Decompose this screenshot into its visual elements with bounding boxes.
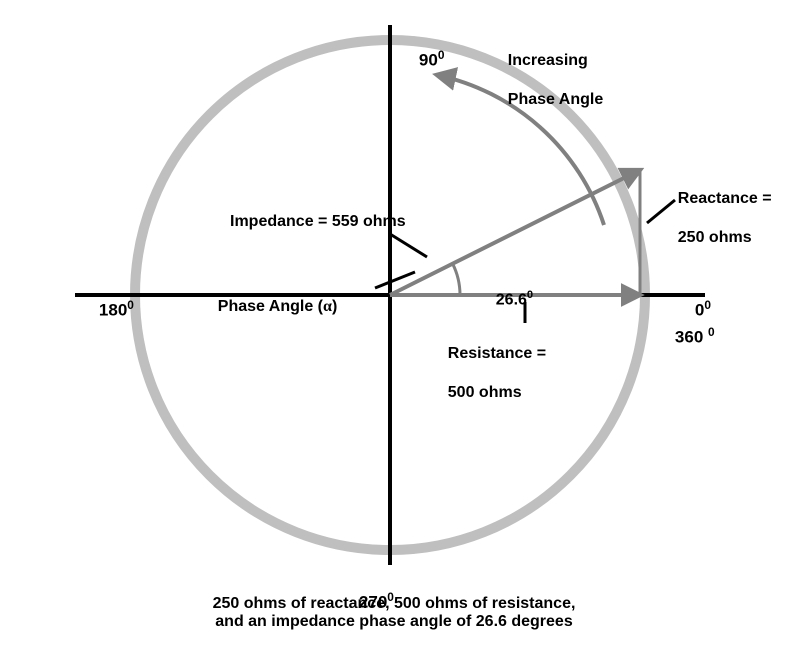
reactance-line2: 250 ohms [678, 229, 752, 246]
axis-label-180-sup: 0 [127, 298, 134, 312]
angle-value-label: 26.60 [478, 270, 533, 329]
increasing-line1: Increasing [508, 52, 588, 69]
axis-label-90-sup: 0 [438, 48, 445, 62]
axis-label-90: 900 [400, 28, 444, 92]
increasing-label: Increasing Phase Angle [490, 32, 603, 128]
alpha-symbol: α [323, 298, 332, 315]
resistance-label: Resistance = 500 ohms [430, 325, 546, 421]
phase-angle-suffix: ) [332, 298, 337, 315]
phase-angle-prefix: Phase Angle ( [218, 298, 323, 315]
axis-label-180: 1800 [80, 278, 134, 342]
angle-value-sup: 0 [527, 289, 533, 301]
axis-label-180-text: 180 [99, 301, 127, 320]
caption: 250 ohms of reactance, 500 ohms of resis… [0, 595, 788, 631]
axis-label-360-sup: 0 [708, 325, 715, 339]
axis-label-90-text: 90 [419, 51, 438, 70]
angle-arc [453, 264, 460, 295]
diagram-stage: 900 1800 2700 00 360 0 Increasing Phase … [0, 0, 788, 648]
reactance-label: Reactance = 250 ohms [660, 170, 772, 266]
reactance-line1: Reactance = [678, 190, 772, 207]
axis-label-360: 360 0 [656, 305, 715, 369]
increasing-line2: Phase Angle [508, 91, 603, 108]
caption-line2: and an impedance phase angle of 26.6 deg… [215, 613, 572, 630]
resistance-line2: 500 ohms [448, 384, 522, 401]
phase-angle-label: Phase Angle (α) [200, 278, 337, 336]
axis-label-360-text: 360 [675, 328, 703, 347]
angle-value-text: 26.6 [496, 292, 527, 309]
impedance-label: Impedance = 559 ohms [230, 212, 406, 231]
impedance-leader [390, 234, 427, 257]
caption-line1: 250 ohms of reactance, 500 ohms of resis… [213, 595, 576, 612]
resistance-line1: Resistance = [448, 345, 546, 362]
